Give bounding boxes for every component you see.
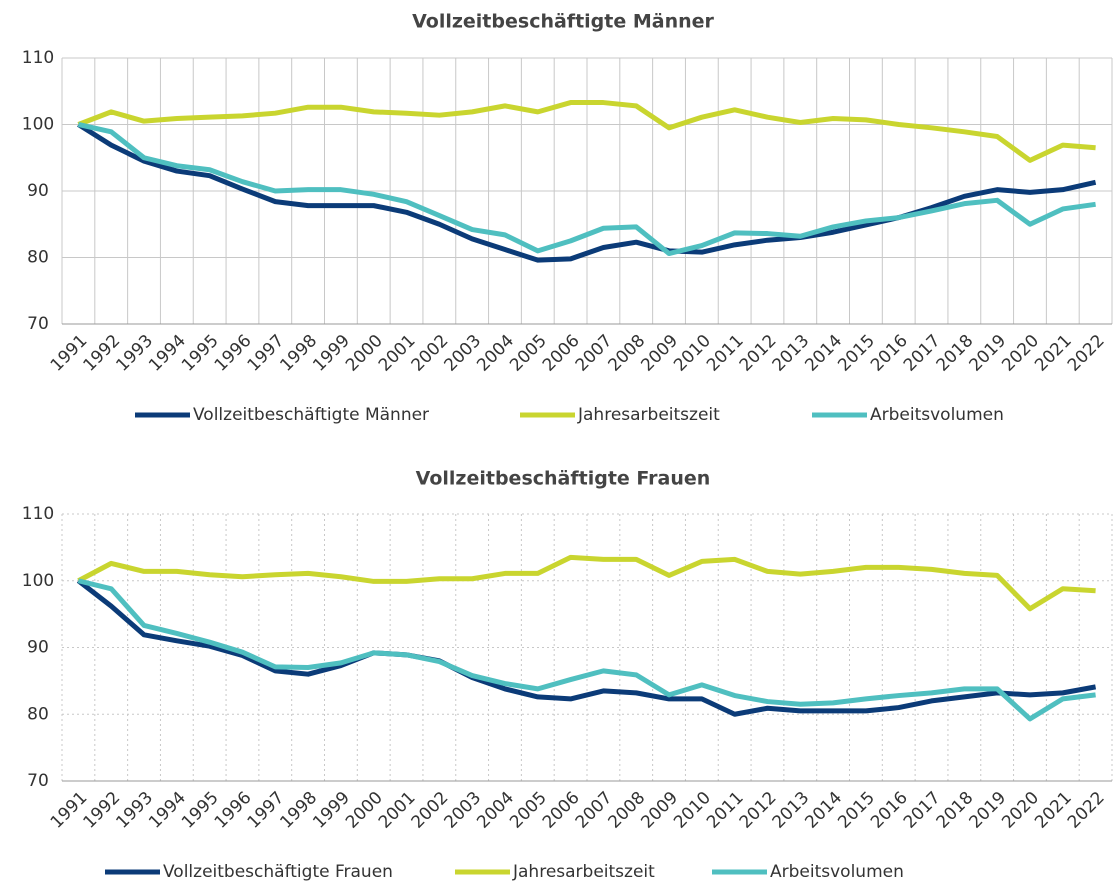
series-line: [77, 554, 1096, 612]
x-tick-label: 2016: [867, 331, 912, 376]
x-tick-label: 2011: [703, 331, 748, 376]
y-tick-label: 90: [27, 181, 49, 201]
y-tick-label: 110: [22, 504, 54, 524]
legend-label: Vollzeitbeschäftigte Männer: [193, 405, 429, 425]
x-tick-label: 2017: [900, 788, 945, 833]
x-tick-label: 1991: [47, 788, 92, 833]
legend-label: Vollzeitbeschäftigte Frauen: [163, 862, 393, 882]
x-tick-label: 2008: [605, 788, 650, 833]
chart-title: Vollzeitbeschäftigte Frauen: [416, 468, 711, 490]
x-tick-label: 2001: [375, 331, 420, 376]
x-tick-label: 2010: [670, 788, 715, 833]
x-tick-label: 2005: [506, 331, 551, 376]
x-tick-label: 2007: [572, 331, 617, 376]
y-tick-label: 100: [22, 115, 54, 135]
x-tick-label: 1992: [80, 788, 125, 833]
x-tick-label: 2022: [1064, 788, 1109, 833]
x-tick-label: 2014: [801, 331, 846, 376]
x-tick-label: 1992: [80, 331, 125, 376]
x-tick-label: 2021: [1031, 331, 1076, 376]
x-tick-label: 2021: [1031, 788, 1076, 833]
x-tick-label: 1998: [276, 331, 321, 376]
x-tick-label: 2009: [637, 788, 682, 833]
x-tick-label: 2006: [539, 788, 584, 833]
y-tick-label: 70: [27, 771, 49, 791]
x-tick-label: 2020: [998, 331, 1043, 376]
x-tick-label: 2009: [637, 331, 682, 376]
x-tick-label: 2014: [801, 788, 846, 833]
x-tick-label: 2002: [408, 331, 453, 376]
x-tick-label: 2008: [605, 331, 650, 376]
x-tick-label: 2013: [769, 788, 814, 833]
x-tick-label: 2006: [539, 331, 584, 376]
legend-label: Jahresarbeitszeit: [577, 405, 720, 425]
x-tick-label: 2002: [408, 788, 453, 833]
y-tick-label: 80: [27, 704, 49, 724]
x-tick-label: 2020: [998, 788, 1043, 833]
x-tick-label: 2004: [473, 788, 518, 833]
x-tick-label: 2013: [769, 331, 814, 376]
x-tick-label: 2000: [342, 331, 387, 376]
x-tick-label: 2017: [900, 331, 945, 376]
y-tick-label: 80: [27, 248, 49, 268]
series-line: [77, 100, 1096, 163]
x-tick-label: 2019: [965, 331, 1010, 376]
x-tick-label: 2015: [834, 331, 879, 376]
x-tick-label: 1999: [309, 788, 354, 833]
chart: Vollzeitbeschäftigte Männer 70 80 90 100 110 1…: [22, 11, 1113, 425]
x-tick-label: 1997: [244, 788, 289, 833]
x-tick-label: 2010: [670, 331, 715, 376]
chart: Vollzeitbeschäftigte Frauen 70 80 90 100 110 1…: [22, 468, 1113, 882]
x-tick-label: 1993: [112, 331, 157, 376]
x-tick-label: 2015: [834, 788, 879, 833]
x-tick-label: 2012: [736, 331, 781, 376]
legend-label: Jahresarbeitszeit: [512, 862, 655, 882]
x-tick-label: 2003: [440, 331, 485, 376]
x-tick-label: 1997: [244, 331, 289, 376]
legend-label: Arbeitsvolumen: [770, 862, 904, 882]
y-tick-label: 110: [22, 48, 54, 68]
x-tick-label: 2007: [572, 788, 617, 833]
legend-label: Arbeitsvolumen: [870, 405, 1004, 425]
x-tick-label: 1991: [47, 331, 92, 376]
y-tick-label: 100: [22, 571, 54, 591]
x-tick-label: 2012: [736, 788, 781, 833]
x-tick-label: 2016: [867, 788, 912, 833]
series-line: [77, 122, 1097, 263]
x-tick-label: 2018: [933, 331, 978, 376]
chart-title: Vollzeitbeschäftigte Männer: [412, 11, 714, 33]
x-tick-label: 2001: [375, 788, 420, 833]
x-tick-label: 2000: [342, 788, 387, 833]
x-tick-label: 1996: [211, 331, 256, 376]
x-tick-label: 2022: [1064, 331, 1109, 376]
x-tick-label: 2003: [440, 788, 485, 833]
series-line: [77, 578, 1096, 722]
x-tick-label: 1994: [145, 331, 190, 376]
x-tick-label: 2005: [506, 788, 551, 833]
y-tick-label: 90: [27, 638, 49, 658]
series-line: [76, 578, 1097, 717]
x-tick-label: 2018: [933, 788, 978, 833]
x-tick-label: 1996: [211, 788, 256, 833]
x-tick-label: 1998: [276, 788, 321, 833]
series-line: [77, 122, 1096, 257]
y-tick-label: 70: [27, 314, 49, 334]
x-tick-label: 1995: [178, 788, 223, 833]
x-tick-label: 2011: [703, 788, 748, 833]
x-tick-label: 2004: [473, 331, 518, 376]
x-tick-label: 1994: [145, 788, 190, 833]
x-tick-label: 2019: [965, 788, 1010, 833]
x-tick-label: 1999: [309, 331, 354, 376]
x-tick-label: 1993: [112, 788, 157, 833]
x-tick-label: 1995: [178, 331, 223, 376]
